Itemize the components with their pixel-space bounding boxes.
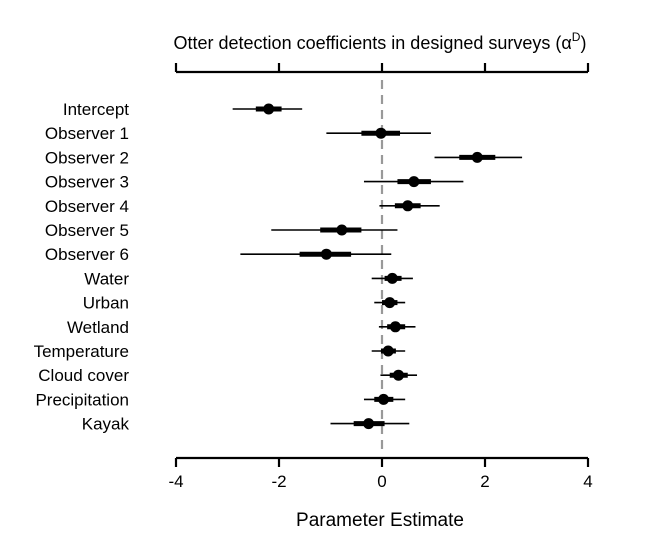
row-label: Intercept <box>63 100 129 119</box>
row-label: Observer 2 <box>45 148 129 167</box>
row-label: Observer 3 <box>45 173 129 192</box>
row-label: Kayak <box>82 415 130 434</box>
bottom-axis <box>174 456 590 467</box>
row-label: Observer 1 <box>45 124 129 143</box>
x-tick-label: 2 <box>480 472 489 491</box>
x-tick-label: 0 <box>377 472 386 491</box>
row-label: Observer 4 <box>45 197 129 216</box>
row-label: Observer 6 <box>45 245 129 264</box>
point-estimate <box>384 297 396 309</box>
x-axis-label: Parameter Estimate <box>296 510 464 531</box>
chart-marks <box>232 103 523 430</box>
point-estimate <box>363 418 375 430</box>
chart-title-close: ) <box>580 33 586 53</box>
row-label: Observer 5 <box>45 221 129 240</box>
point-estimate <box>378 393 390 405</box>
point-estimate <box>402 200 414 212</box>
point-estimate <box>382 345 394 357</box>
x-tick-label: -4 <box>168 472 183 491</box>
chart-title-symbol: α <box>561 33 571 53</box>
point-estimate <box>386 272 398 284</box>
point-estimate <box>389 321 401 333</box>
point-estimate <box>408 176 420 188</box>
x-tick-label: 4 <box>583 472 592 491</box>
row-labels: Intercept Observer 1 Observer 2 Observer 3 O… <box>34 100 130 434</box>
point-estimate <box>320 248 332 260</box>
x-tick-label: -2 <box>271 472 286 491</box>
point-estimate <box>336 224 348 236</box>
row-label: Cloud cover <box>38 366 129 385</box>
row-label: Precipitation <box>35 390 129 409</box>
x-tick-labels: -4 -2 0 2 4 <box>168 472 592 491</box>
row-label: Water <box>84 269 129 288</box>
point-estimate <box>375 127 387 139</box>
chart-title-text: Otter detection coefficients in designed… <box>174 33 562 53</box>
row-label: Wetland <box>67 318 129 337</box>
top-axis <box>174 63 590 74</box>
point-estimate <box>263 103 275 115</box>
point-estimate <box>471 151 483 163</box>
point-estimate <box>392 369 404 381</box>
row-label: Temperature <box>34 342 129 361</box>
row-label: Urban <box>83 294 129 313</box>
chart-title-superscript: D <box>572 30 581 44</box>
chart-title: Otter detection coefficients in designed… <box>174 30 587 53</box>
